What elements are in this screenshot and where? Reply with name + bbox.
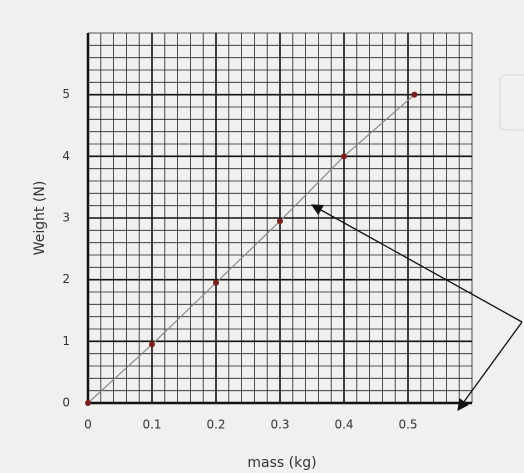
x-tick-label: 0.5: [398, 418, 417, 432]
y-tick-label: 1: [62, 334, 70, 348]
x-tick-label: 0.3: [270, 418, 289, 432]
arrow: [457, 321, 523, 411]
data-point: [341, 153, 347, 160]
x-tick-label: 0: [84, 418, 92, 432]
data-line: [87, 94, 415, 404]
background-box: [499, 74, 524, 131]
y-axis-label: Weight (N): [32, 181, 48, 256]
data-point: [149, 341, 155, 348]
y-tick-label: 3: [62, 211, 70, 225]
data-point: [85, 400, 91, 406]
x-tick-label: 0.2: [206, 418, 225, 432]
arrow: [310, 204, 523, 323]
y-tick-label: 0: [62, 396, 70, 410]
data-point: [213, 279, 219, 286]
data-point: [411, 91, 418, 98]
y-tick-label: 5: [62, 87, 70, 101]
data-point: [277, 218, 283, 225]
x-tick-label: 0.4: [334, 418, 353, 432]
x-axis-label: mass (kg): [247, 455, 316, 471]
x-tick-label: 0.1: [142, 418, 161, 432]
y-tick-label: 4: [62, 149, 70, 163]
y-tick-label: 2: [62, 272, 70, 286]
